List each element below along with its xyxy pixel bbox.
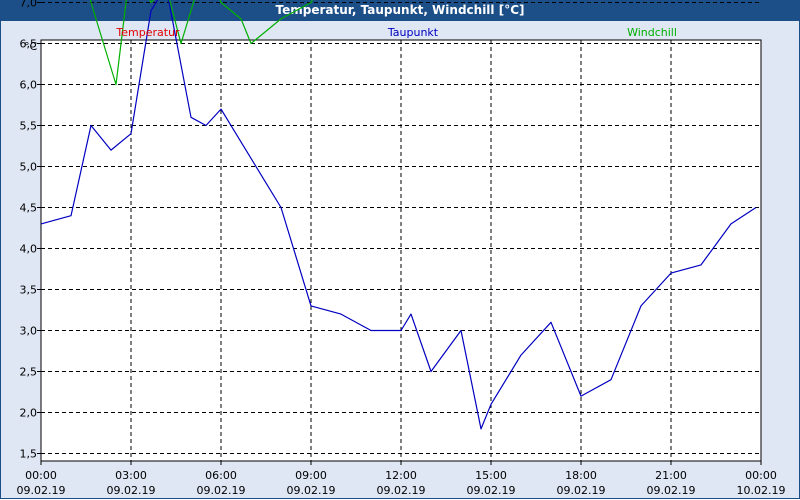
x-tick-time: 06:00	[205, 469, 237, 482]
x-tick-date: 09.02.19	[377, 484, 426, 497]
x-tick-date: 09.02.19	[647, 484, 696, 497]
x-tick-time: 18:00	[565, 469, 597, 482]
y-tick-label: 3,0	[20, 325, 38, 338]
legend-windchill: Windchill	[627, 26, 677, 39]
y-tick-label: 6,0	[20, 79, 38, 92]
y-tick-label: 3,5	[20, 284, 38, 297]
x-tick-date: 09.02.19	[197, 484, 246, 497]
x-axis: 00:00 09.02.19 03:00 09.02.19 06:00 09.02.19 0…	[17, 461, 786, 497]
y-tick-label: 5,5	[20, 120, 38, 133]
grid-lines	[41, 2, 761, 461]
x-tick-time: 12:00	[385, 469, 417, 482]
series-lines	[40, 0, 757, 430]
y-tick-label: 4,5	[20, 202, 38, 215]
y-tick-label: 2,5	[20, 366, 38, 379]
y-tick-label: 2,0	[20, 407, 38, 420]
legend-temperatur: Temperatur	[115, 26, 180, 39]
x-tick-date: 09.02.19	[17, 484, 66, 497]
x-tick-time: 21:00	[655, 469, 687, 482]
x-tick-date: 09.02.19	[467, 484, 516, 497]
y-tick-label: 6,5	[20, 38, 38, 51]
x-tick-time: 00:00	[25, 469, 57, 482]
x-tick-time: 09:00	[295, 469, 327, 482]
chart-title: Temperatur, Taupunkt, Windchill [°C]	[0, 0, 800, 21]
x-tick-time: 15:00	[475, 469, 507, 482]
y-unit-label: °C	[24, 40, 38, 53]
x-tick-time: 03:00	[115, 469, 147, 482]
x-tick-date: 10.02.19	[737, 484, 786, 497]
legend-taupunkt: Taupunkt	[387, 26, 439, 39]
y-tick-label: 1,5	[20, 448, 38, 461]
y-tick-label: 4,0	[20, 243, 38, 256]
legend: Temperatur Taupunkt Windchill	[115, 26, 677, 39]
y-tick-label: 7,0	[20, 0, 38, 10]
y-axis: 1,52,02,53,03,54,04,55,05,56,06,57,07,58…	[20, 0, 41, 461]
x-tick-date: 09.02.19	[287, 484, 336, 497]
x-tick-date: 09.02.19	[107, 484, 156, 497]
series-line-taupunkt	[40, 0, 757, 430]
x-tick-time: 00:00	[745, 469, 777, 482]
y-tick-label: 5,0	[20, 161, 38, 174]
x-tick-date: 09.02.19	[557, 484, 606, 497]
